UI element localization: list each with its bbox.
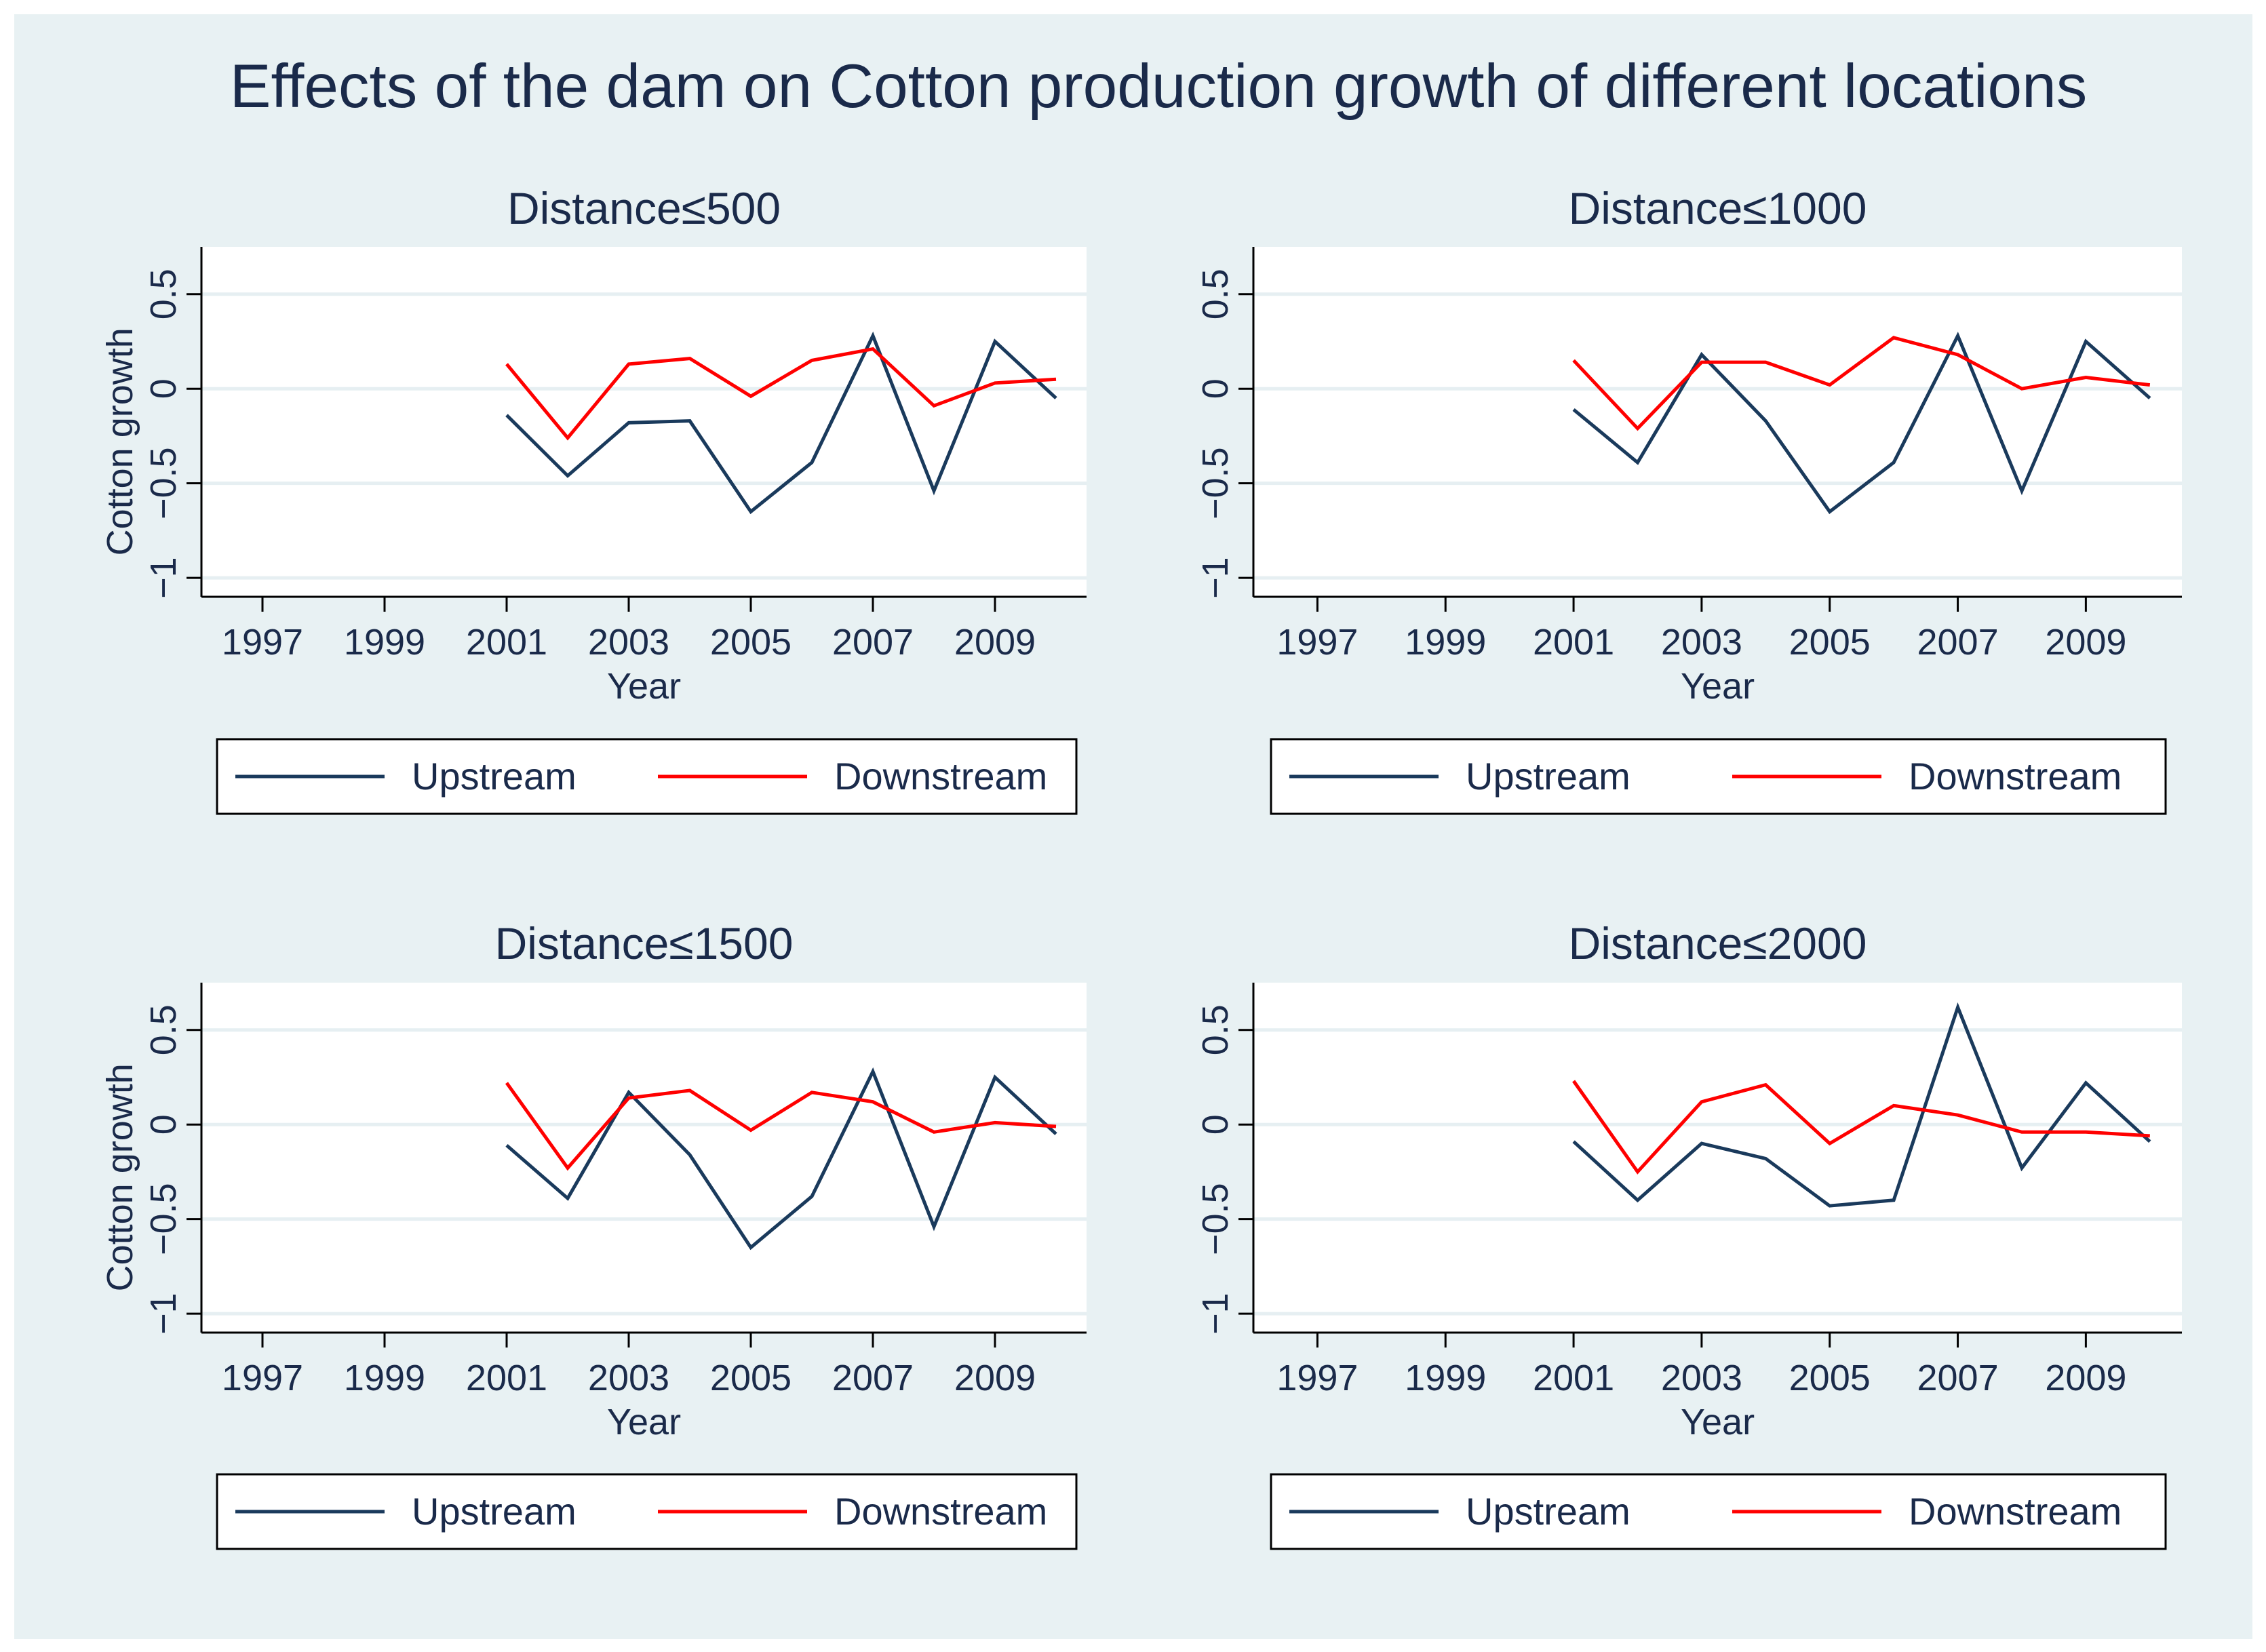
x-tick-label: 2005 xyxy=(710,622,792,663)
y-tick-label: 0 xyxy=(143,378,184,399)
y-axis-label: Cotton growth xyxy=(100,328,140,555)
legend: Upstream Downstream xyxy=(216,1473,1078,1550)
y-tick-label: −1 xyxy=(1195,557,1236,599)
y-tick-label: 0.5 xyxy=(1195,269,1236,319)
x-axis-label: Year xyxy=(1681,1402,1755,1442)
y-tick-label: −0.5 xyxy=(143,1183,184,1255)
legend-label-upstream: Upstream xyxy=(1466,755,1630,798)
legend: Upstream Downstream xyxy=(216,738,1078,815)
y-tick-label: 0 xyxy=(143,1114,184,1135)
panel-2: Distance≤1000 0.5 0 −0.5 −1 1997 1999 2001 2003 2… xyxy=(1195,183,2182,815)
y-tick-label: 0.5 xyxy=(1195,1004,1236,1055)
main-title: Effects of the dam on Cotton production … xyxy=(230,52,2087,121)
x-tick-label: 1997 xyxy=(1276,1358,1358,1398)
legend-label-downstream: Downstream xyxy=(1909,755,2122,798)
x-tick-label: 2009 xyxy=(2045,622,2126,663)
x-tick-label: 2007 xyxy=(832,622,914,663)
legend-label-downstream: Downstream xyxy=(1909,1490,2122,1533)
legend-label-upstream: Upstream xyxy=(1466,1490,1630,1533)
legend-label-upstream: Upstream xyxy=(412,1490,577,1533)
y-tick-label: −0.5 xyxy=(143,447,184,519)
x-tick-label: 1999 xyxy=(1405,1358,1486,1398)
x-tick-label: 2001 xyxy=(1533,622,1614,663)
y-tick-label: −0.5 xyxy=(1195,447,1236,519)
panel-3: Distance≤1500 0.5 0 −0.5 −1 1997 1999 2001 2003 2… xyxy=(100,918,1087,1550)
panel-subtitle: Distance≤500 xyxy=(507,183,781,233)
x-tick-label: 1999 xyxy=(1405,622,1486,663)
y-tick-label: −1 xyxy=(1195,1293,1236,1335)
x-tick-label: 1997 xyxy=(222,1358,303,1398)
plot-area xyxy=(201,983,1087,1333)
legend-label-downstream: Downstream xyxy=(834,1490,1047,1533)
x-tick-label: 2005 xyxy=(1789,1358,1871,1398)
legend-box xyxy=(216,738,1078,815)
y-axis-label: Cotton growth xyxy=(100,1063,140,1291)
y-tick-label: −1 xyxy=(143,1293,184,1335)
y-tick-label: −1 xyxy=(143,557,184,599)
series-line-downstream xyxy=(1572,336,2151,431)
plot-area xyxy=(1253,247,2182,597)
x-tick-label: 2009 xyxy=(2045,1358,2126,1398)
x-tick-label: 2007 xyxy=(1917,622,1998,663)
x-tick-label: 2001 xyxy=(466,622,547,663)
panel-1: Distance≤500 0.5 0 −0.5 −1 1997 1999 2001 2003 20… xyxy=(100,183,1087,815)
series-line-downstream xyxy=(505,347,1057,441)
x-tick-label: 2003 xyxy=(588,1358,669,1398)
legend: Upstream Downstream xyxy=(1270,1473,2167,1550)
series-line-upstream xyxy=(1572,1002,2151,1208)
legend-label-upstream: Upstream xyxy=(412,755,577,798)
x-tick-label: 2007 xyxy=(832,1358,914,1398)
plot-area xyxy=(1253,983,2182,1333)
series-line-upstream xyxy=(1572,332,2151,515)
x-tick-label: 2003 xyxy=(1661,1358,1742,1398)
y-tick-label: 0.5 xyxy=(143,1004,184,1055)
x-tick-label: 2009 xyxy=(954,1358,1036,1398)
x-tick-label: 1999 xyxy=(344,622,425,663)
x-axis-label: Year xyxy=(1681,666,1755,707)
x-tick-label: 2001 xyxy=(466,1358,547,1398)
series-line-upstream xyxy=(505,331,1057,515)
panel-subtitle: Distance≤1000 xyxy=(1569,183,1867,233)
x-tick-label: 2009 xyxy=(954,622,1036,663)
x-tick-label: 2001 xyxy=(1533,1358,1614,1398)
x-tick-label: 1997 xyxy=(222,622,303,663)
series-line-downstream xyxy=(505,1082,1057,1171)
series-line-downstream xyxy=(1572,1080,2150,1175)
legend-label-downstream: Downstream xyxy=(834,755,1047,798)
series-line-upstream xyxy=(505,1067,1057,1251)
panel-subtitle: Distance≤2000 xyxy=(1569,918,1867,968)
x-tick-label: 2007 xyxy=(1917,1358,1998,1398)
panel-subtitle: Distance≤1500 xyxy=(495,918,794,968)
y-tick-label: 0 xyxy=(1195,378,1236,399)
x-tick-label: 2003 xyxy=(588,622,669,663)
y-tick-label: −0.5 xyxy=(1195,1183,1236,1255)
x-tick-label: 2003 xyxy=(1661,622,1742,663)
panel-4: Distance≤2000 0.5 0 −0.5 −1 1997 1999 2001 2003 2… xyxy=(1195,918,2182,1550)
x-tick-label: 1997 xyxy=(1276,622,1358,663)
legend: Upstream Downstream xyxy=(1270,738,2167,815)
x-axis-label: Year xyxy=(607,666,681,707)
x-tick-label: 2005 xyxy=(1789,622,1871,663)
y-tick-label: 0 xyxy=(1195,1114,1236,1135)
y-tick-label: 0.5 xyxy=(143,269,184,319)
x-tick-label: 2005 xyxy=(710,1358,792,1398)
x-tick-label: 1999 xyxy=(344,1358,425,1398)
x-axis-label: Year xyxy=(607,1402,681,1442)
